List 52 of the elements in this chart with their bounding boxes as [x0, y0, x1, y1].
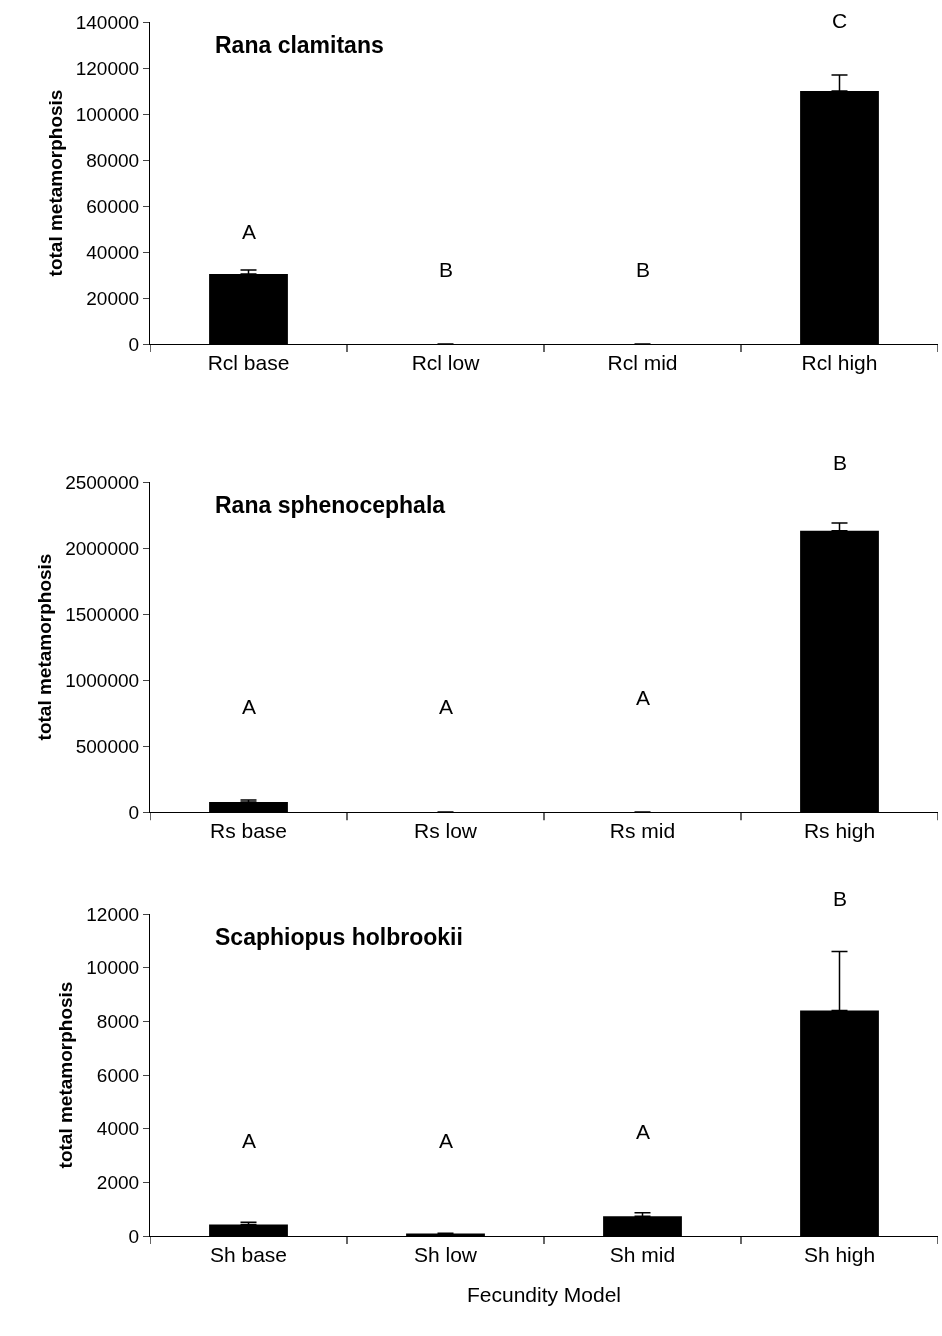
- y-tick-label: 0: [128, 333, 140, 355]
- annotation: B: [439, 258, 454, 281]
- y-axis-title: total metamorphosis: [55, 981, 77, 1169]
- y-tick-label: 80000: [86, 149, 140, 171]
- x-tick-label: Sh low: [413, 1243, 478, 1267]
- y-tick-label: 8000: [96, 1010, 140, 1032]
- x-tick-label: Rs mid: [609, 819, 676, 843]
- annotation: A: [439, 1129, 454, 1152]
- y-axis-title: total metamorphosis: [44, 89, 66, 277]
- x-tick-label: Rcl base: [207, 351, 290, 375]
- text: B: [833, 451, 848, 474]
- y-tick-label: 60000: [86, 195, 140, 217]
- chart-title: Rana clamitans: [215, 32, 384, 58]
- x-tick-label: Rs low: [413, 819, 478, 843]
- y-tick-label: 140000: [75, 11, 140, 33]
- x-tick-label: Sh high: [803, 1243, 876, 1267]
- y-tick-label: 40000: [86, 241, 140, 263]
- y-tick-label: 1000000: [65, 669, 140, 691]
- annotation: A: [439, 695, 454, 718]
- y-tick-label: 0: [128, 1225, 140, 1247]
- chart-title: Rana sphenocephala: [215, 492, 446, 518]
- text: B: [833, 887, 848, 910]
- y-tick-label: 6000: [96, 1064, 140, 1086]
- annotation: A: [242, 695, 257, 718]
- annotation: A: [636, 686, 651, 709]
- annotation: C: [832, 9, 848, 32]
- y-tick-label: 120000: [75, 57, 140, 79]
- x-axis-title: Fecundity Model: [466, 1283, 622, 1307]
- y-tick-label: 2000: [96, 1171, 140, 1193]
- x-tick-label: Rs high: [803, 819, 876, 843]
- y-tick-label: 20000: [86, 287, 140, 309]
- y-tick-label: 10000: [86, 957, 140, 979]
- x-tick-label: Rcl low: [411, 351, 481, 375]
- annotation: A: [242, 1129, 257, 1152]
- x-tick-label: Rcl high: [801, 351, 878, 375]
- y-tick-label: 2000000: [65, 537, 140, 559]
- y-tick-label: 500000: [75, 735, 140, 757]
- x-tick-label: Sh base: [209, 1243, 288, 1267]
- annotation: A: [242, 220, 257, 243]
- y-axis-title: total metamorphosis: [33, 553, 55, 741]
- y-tick-label: 2500000: [65, 471, 140, 493]
- y-tick-label: 0: [128, 801, 140, 823]
- y-tick-label: 4000: [96, 1118, 140, 1140]
- y-tick-label: 12000: [86, 903, 140, 925]
- x-tick-label: Sh mid: [609, 1243, 676, 1267]
- annotation: B: [636, 258, 651, 281]
- y-tick-label: 1500000: [65, 603, 140, 625]
- x-tick-label: Rcl mid: [607, 351, 678, 375]
- x-tick-label: Rs base: [209, 819, 288, 843]
- chart-title: Scaphiopus holbrookii: [215, 924, 463, 950]
- y-tick-label: 100000: [75, 103, 140, 125]
- annotation: A: [636, 1120, 651, 1143]
